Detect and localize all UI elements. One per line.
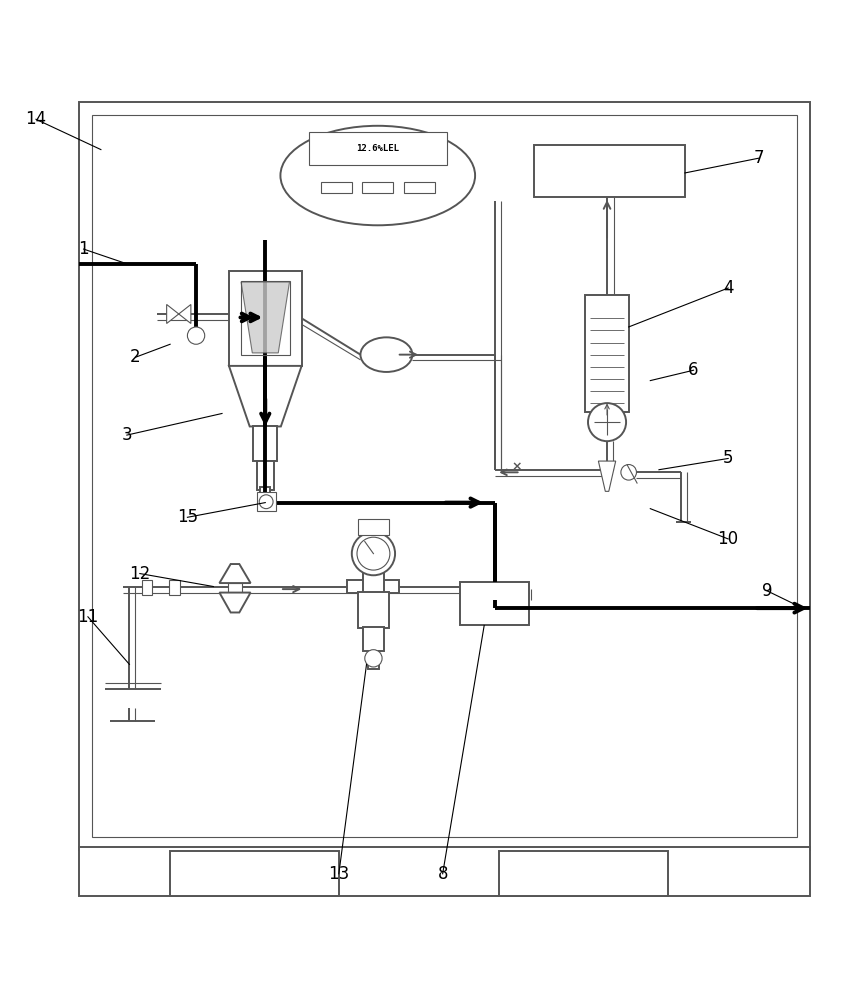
Text: 1: 1 <box>78 240 89 258</box>
Bar <box>257 461 274 490</box>
Bar <box>79 847 811 896</box>
Bar <box>92 115 798 837</box>
Text: 5: 5 <box>723 449 733 467</box>
Bar <box>260 487 271 503</box>
Ellipse shape <box>280 126 475 225</box>
Text: 12: 12 <box>129 565 150 583</box>
Text: 4: 4 <box>723 279 733 297</box>
Circle shape <box>365 650 382 667</box>
Bar <box>241 281 290 355</box>
Bar <box>358 519 389 535</box>
Circle shape <box>352 532 395 575</box>
Bar <box>141 580 152 595</box>
Bar <box>368 656 378 669</box>
Bar <box>358 592 389 628</box>
Bar <box>534 145 685 197</box>
Bar <box>308 132 447 165</box>
Polygon shape <box>228 583 242 593</box>
Text: 14: 14 <box>25 110 47 128</box>
Polygon shape <box>241 282 290 353</box>
Bar <box>460 582 529 625</box>
Circle shape <box>357 537 390 570</box>
Ellipse shape <box>360 337 412 372</box>
Bar <box>363 552 384 593</box>
Text: 13: 13 <box>328 865 350 883</box>
Circle shape <box>588 403 626 441</box>
Text: 15: 15 <box>177 508 198 526</box>
Circle shape <box>621 465 636 480</box>
Bar <box>585 295 628 412</box>
Polygon shape <box>220 564 251 583</box>
Bar <box>79 102 811 850</box>
Bar <box>320 182 352 193</box>
Text: 2: 2 <box>130 348 141 366</box>
Bar <box>170 851 339 896</box>
Polygon shape <box>598 461 615 491</box>
Bar <box>347 580 399 593</box>
Bar <box>169 580 180 595</box>
Bar <box>363 627 384 651</box>
Polygon shape <box>167 304 179 323</box>
Polygon shape <box>220 593 251 612</box>
Text: 8: 8 <box>437 865 448 883</box>
Text: ×: × <box>511 461 522 474</box>
Bar <box>362 182 393 193</box>
Circle shape <box>187 327 205 344</box>
Bar <box>404 182 435 193</box>
Text: 10: 10 <box>718 530 739 548</box>
Text: 9: 9 <box>762 582 773 600</box>
Text: 7: 7 <box>753 149 764 167</box>
Text: 12.6%LEL: 12.6%LEL <box>356 144 399 153</box>
Bar <box>229 271 302 366</box>
Polygon shape <box>229 366 301 426</box>
Bar <box>253 426 278 461</box>
Bar <box>257 492 276 511</box>
Text: 3: 3 <box>122 426 132 444</box>
Text: 11: 11 <box>77 608 99 626</box>
Text: 6: 6 <box>688 361 699 379</box>
Circle shape <box>260 495 273 509</box>
Polygon shape <box>179 304 191 323</box>
Bar <box>499 851 667 896</box>
